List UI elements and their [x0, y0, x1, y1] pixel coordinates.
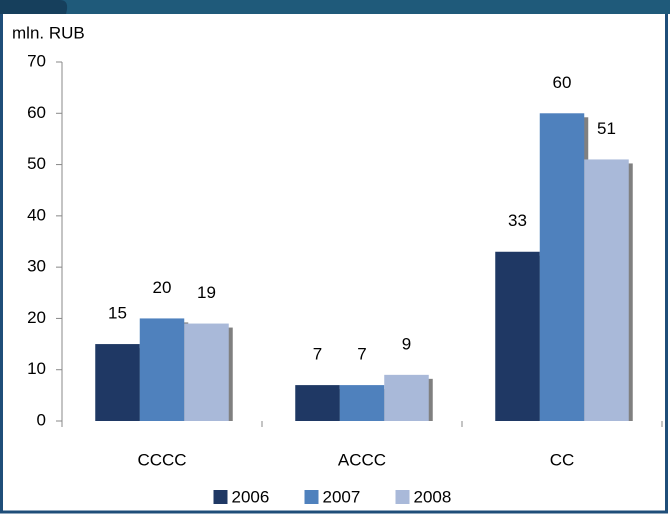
x-tick-label: ACCC [338, 450, 386, 469]
value-label: 7 [313, 345, 322, 364]
header-bar [0, 0, 670, 14]
y-tick-label: 70 [27, 51, 46, 70]
y-tick-label: 40 [27, 205, 46, 224]
legend-label: 2008 [414, 487, 452, 506]
value-label: 7 [357, 345, 366, 364]
value-label: 19 [197, 283, 216, 302]
legend-swatch [213, 490, 228, 504]
value-label: 60 [553, 73, 572, 92]
x-tick-label: CC [550, 450, 575, 469]
value-label: 33 [508, 211, 527, 230]
value-label: 51 [597, 119, 616, 138]
bar [139, 318, 185, 421]
value-label: 9 [402, 334, 411, 353]
y-tick-label: 50 [27, 154, 46, 173]
legend-label: 2007 [323, 487, 361, 506]
legend-swatch [304, 490, 319, 504]
bar [184, 323, 229, 421]
bar [295, 385, 340, 421]
legend-label: 2006 [232, 487, 270, 506]
bar [95, 344, 140, 421]
value-label: 15 [108, 304, 127, 323]
bar [384, 374, 429, 421]
y-tick-label: 30 [27, 257, 46, 276]
y-axis-label: mln. RUB [12, 23, 85, 42]
y-tick-label: 0 [37, 410, 46, 429]
y-tick-label: 10 [27, 359, 46, 378]
value-label: 20 [153, 278, 172, 297]
y-tick-label: 60 [27, 103, 46, 122]
y-tick-label: 20 [27, 308, 46, 327]
bar [539, 113, 585, 422]
bar [339, 385, 385, 421]
bar [584, 159, 629, 421]
header-tab [0, 0, 68, 14]
legend-swatch [395, 490, 410, 504]
bar [495, 251, 540, 421]
x-tick-label: CCCC [137, 450, 186, 469]
